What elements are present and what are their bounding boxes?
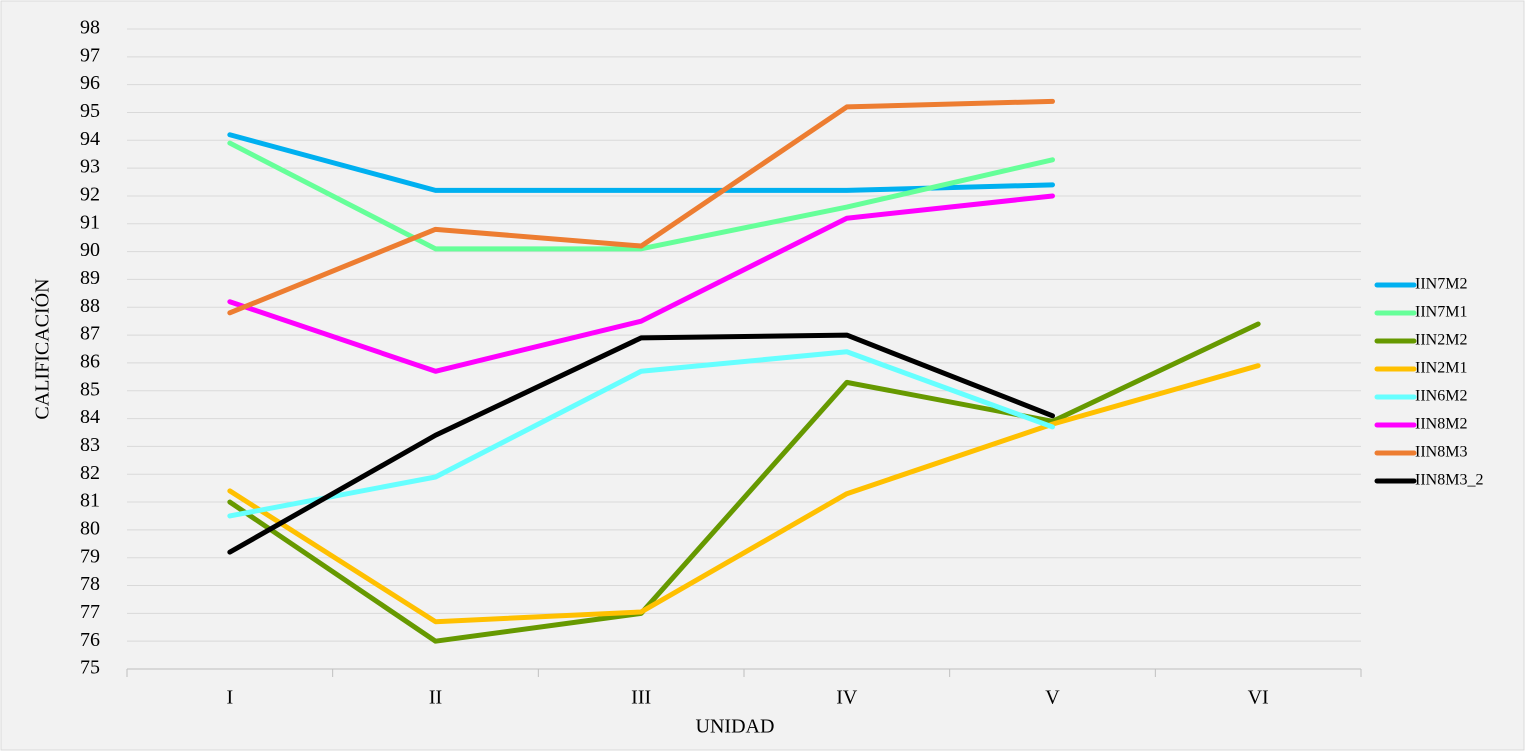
y-tick-label: 83 <box>80 434 100 456</box>
x-tick-label: I <box>226 687 233 709</box>
series-line <box>227 140 1055 252</box>
y-tick-label: 76 <box>80 629 100 651</box>
y-tick-label: 85 <box>80 378 100 400</box>
y-tick-label: 82 <box>80 462 100 484</box>
legend-label: IIN8M2 <box>1415 416 1467 433</box>
legend-label: IIN8M3_2 <box>1415 472 1483 489</box>
legend-label: IIN7M2 <box>1415 276 1467 293</box>
series-line <box>227 132 1055 193</box>
y-tick-label: 89 <box>80 267 100 289</box>
y-tick-label: 77 <box>80 601 100 623</box>
y-tick-label: 97 <box>80 44 100 66</box>
series-line <box>227 363 1261 625</box>
legend-label: IIN8M3 <box>1415 444 1467 461</box>
y-tick-label: 93 <box>80 156 100 178</box>
y-tick-label: 90 <box>80 239 100 261</box>
legend-label: IIN7M1 <box>1415 304 1467 321</box>
y-tick-label: 96 <box>80 72 100 94</box>
series-line <box>227 193 1055 374</box>
series-line <box>227 98 1055 316</box>
y-tick-label: 88 <box>80 295 100 317</box>
y-tick-label: 75 <box>80 657 100 679</box>
series-line <box>227 349 1055 519</box>
legend-label: IIN6M2 <box>1415 388 1467 405</box>
series-line <box>227 321 1261 644</box>
y-tick-label: 87 <box>80 323 100 345</box>
x-tick-label: V <box>1045 687 1060 709</box>
x-tick-label: II <box>429 687 442 709</box>
legend-label: IIN2M2 <box>1415 332 1467 349</box>
y-tick-label: 98 <box>80 17 100 39</box>
x-tick-label: VI <box>1248 687 1269 709</box>
x-tick-label: IV <box>836 687 858 709</box>
y-tick-label: 84 <box>80 406 100 428</box>
x-axis-label: UNIDAD <box>696 716 775 738</box>
y-tick-label: 86 <box>80 351 100 373</box>
y-tick-label: 78 <box>80 573 100 595</box>
x-tick-label: III <box>631 687 651 709</box>
y-tick-label: 94 <box>80 128 100 150</box>
legend-label: IIN2M1 <box>1415 360 1467 377</box>
y-tick-label: 80 <box>80 517 100 539</box>
y-tick-label: 92 <box>80 184 100 206</box>
y-tick-label: 95 <box>80 100 100 122</box>
series-line <box>227 332 1055 555</box>
y-tick-label: 81 <box>80 490 100 512</box>
y-axis-label: CALIFICACIÓN <box>30 278 54 419</box>
y-tick-label: 79 <box>80 545 100 567</box>
y-tick-label: 91 <box>80 211 100 233</box>
